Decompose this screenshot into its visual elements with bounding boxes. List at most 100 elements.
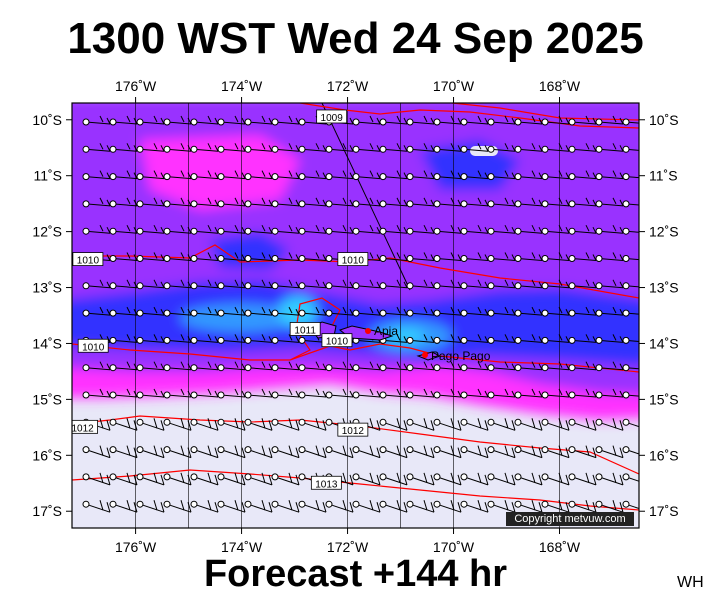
wind-barb [163,170,192,181]
cities: Apia Pago Pago [365,324,491,363]
wind-barb [244,197,273,208]
forecast-label: Forecast +144 hr [203,553,508,595]
wind-barb [487,143,516,153]
wind-barb [109,445,138,459]
wind-barb [163,334,192,344]
lat-label-right: 16˚S [649,447,679,463]
wind-barb [541,197,570,208]
wind-barb [271,472,300,486]
wind-barb [244,472,273,486]
wind-barb [568,472,597,486]
wind-barb [568,115,597,126]
wind-barb [109,388,138,399]
wind-barb [514,224,543,235]
wind-barb [622,364,639,372]
wind-barb [622,173,639,181]
wind-barb [406,334,435,344]
wind-barb [217,388,246,399]
wind-barb [487,224,516,235]
wind-barb [109,361,138,372]
wind-barb [460,224,489,235]
wind-barb [109,170,138,181]
wind-barb [190,115,219,126]
wind-barb [109,197,138,208]
wind-barb [352,388,381,399]
wind-barb [217,279,246,290]
wind-barb [190,334,219,344]
wind-barb [406,115,435,126]
wind-barb [406,197,435,208]
lon-label-bottom: 170˚W [433,539,475,555]
wind-barb [541,445,570,459]
wind-barb [217,361,246,372]
wind-barb [379,197,408,208]
wind-barb [298,279,327,290]
wind-barb [271,170,300,181]
wind-barb [298,143,327,153]
wind-barb [622,255,639,262]
city-label-pago-pago: Pago Pago [431,349,491,363]
wind-barb [109,252,138,262]
wind-barb [622,473,639,482]
wind-barb [244,224,273,235]
wind-barb [298,224,327,235]
wind-barb [514,115,543,126]
wind-barb [487,361,516,372]
isobar-1013 [72,469,639,511]
wind-barb [595,418,624,431]
wind-barb [244,252,273,262]
wind-barb [82,224,111,235]
lat-label-left: 16˚S [32,447,62,463]
wind-barb [325,143,354,153]
wind-barb [298,500,327,513]
wind-barb [568,500,597,513]
wind-barb [541,115,570,126]
wind-barb [298,418,327,431]
wind-barb [109,279,138,290]
wind-barb [487,418,516,431]
wind-barb [460,334,489,344]
wind-barb [595,143,624,153]
wind-barb [244,445,273,459]
wind-barb [136,500,165,513]
wind-barbs [82,115,639,513]
wind-barb [406,252,435,262]
wind-barb [541,143,570,153]
wind-barb [190,418,219,431]
lat-label-left: 15˚S [32,391,62,407]
wind-barb [406,224,435,235]
wind-barb [163,306,192,317]
wind-barb [298,388,327,399]
wind-barb [271,252,300,262]
wind-barb [82,472,111,486]
wind-barb [163,224,192,235]
wind-barb [433,224,462,235]
wind-barb [406,418,435,431]
wind-barb [622,227,639,235]
wind-barb [163,279,192,290]
wind-barb [136,472,165,486]
wind-barb [352,143,381,153]
wind-barb [460,472,489,486]
wind-barb [190,361,219,372]
wind-barb [460,418,489,431]
city-dot-pago-pago [422,352,428,358]
wind-barb [460,115,489,126]
wind-barb [325,197,354,208]
wind-barb [217,224,246,235]
lat-label-left: 14˚S [32,335,62,351]
wind-barb [298,445,327,459]
wind-barb [379,472,408,486]
wind-barb [82,445,111,459]
wind-barb [163,445,192,459]
wind-barb [514,445,543,459]
wind-barb [352,472,381,486]
wind-barb [217,334,246,344]
wind-barb [271,143,300,153]
wind-barb [352,306,381,317]
wind-barb [622,282,639,290]
wind-barb [352,279,381,290]
lat-label-left: 13˚S [32,280,62,296]
